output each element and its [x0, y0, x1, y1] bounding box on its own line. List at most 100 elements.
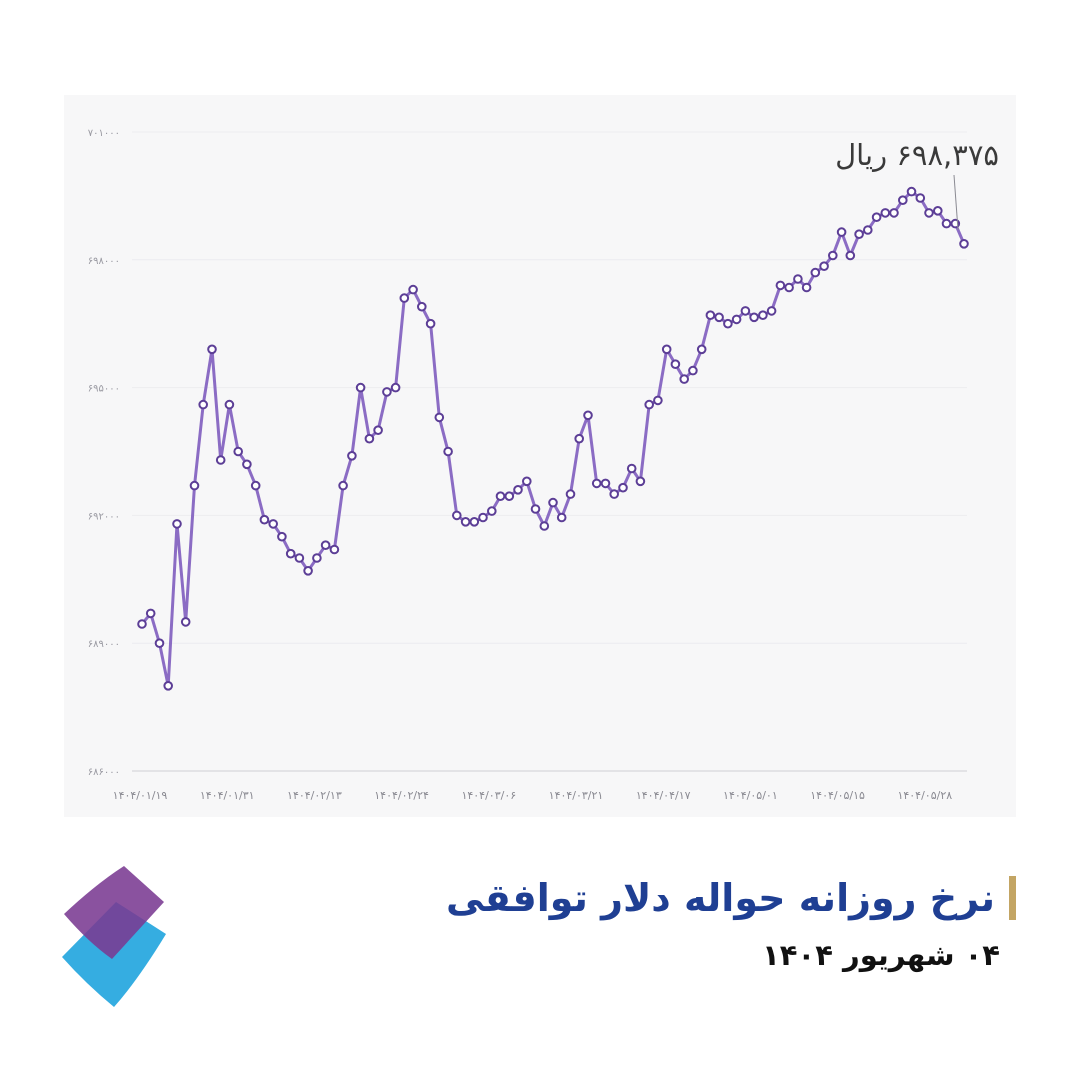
date-label: ۰۴ شهریور ۱۴۰۴ — [762, 938, 1000, 972]
data-point — [635, 476, 646, 487]
data-point — [819, 261, 829, 271]
data-point — [731, 314, 742, 325]
data-point — [941, 218, 952, 229]
data-point — [618, 482, 628, 493]
data-point — [793, 274, 803, 284]
y-tick-label: ۷۰۱۰۰۰ — [88, 128, 120, 139]
data-point — [172, 519, 182, 529]
y-tick-label: ۶۸۹۰۰۰ — [88, 639, 120, 650]
data-point — [591, 478, 602, 489]
data-point — [198, 399, 208, 410]
y-tick-label: ۶۸۶۰۰۰ — [88, 767, 120, 778]
latest-value-callout: ۶۹۸,۳۷۵ ریال — [835, 138, 999, 172]
data-point — [312, 553, 322, 563]
data-point — [390, 382, 401, 393]
data-point — [215, 455, 226, 465]
data-point — [670, 359, 681, 370]
data-point — [408, 284, 418, 295]
title-accent-bar — [1009, 876, 1016, 920]
data-point — [417, 301, 427, 312]
data-point — [338, 480, 348, 491]
data-point — [688, 365, 698, 376]
data-point — [513, 485, 523, 495]
data-point — [347, 451, 357, 461]
data-point — [443, 446, 453, 457]
data-point — [425, 318, 436, 329]
data-point — [224, 399, 235, 410]
data-point — [355, 382, 366, 393]
data-point — [495, 491, 506, 502]
data-point — [863, 225, 873, 235]
data-point — [854, 229, 864, 239]
data-point — [906, 186, 917, 197]
data-point — [145, 608, 156, 619]
data-point — [766, 306, 777, 316]
data-point — [600, 478, 611, 489]
data-point — [845, 250, 856, 261]
data-point — [889, 208, 899, 218]
data-point — [574, 433, 585, 444]
data-point — [705, 310, 716, 320]
data-point — [836, 227, 847, 237]
line-chart: ۶۸۶۰۰۰ ۶۸۹۰۰۰ ۶۹۲۰۰۰ ۶۹۵۰۰۰ ۶۹۸۰۰۰ ۷۰۱۰۰۰ ۱۴۰… — [88, 128, 999, 802]
chart-panel: ۶۸۶۰۰۰ ۶۸۹۰۰۰ ۶۹۲۰۰۰ ۶۹۵۰۰۰ ۶۹۸۰۰۰ ۷۰۱۰۰۰ ۱۴۰… — [64, 95, 1016, 817]
series-line — [140, 190, 966, 688]
data-point — [740, 306, 751, 316]
data-point — [530, 504, 541, 514]
logo-purple-shape — [64, 866, 164, 959]
data-point — [277, 531, 287, 542]
data-point — [871, 212, 882, 222]
y-tick-label: ۶۹۲۰۰۰ — [88, 511, 120, 522]
data-point — [548, 497, 558, 508]
data-point — [399, 293, 410, 303]
data-point — [478, 512, 488, 523]
data-point — [959, 239, 969, 249]
data-point — [828, 250, 838, 261]
data-point — [189, 480, 200, 491]
data-point — [504, 491, 515, 502]
data-point — [679, 374, 690, 384]
data-point — [303, 566, 313, 576]
data-point — [565, 489, 576, 499]
x-tick-label: ۱۴۰۴/۰۵/۲۸ — [897, 789, 952, 802]
data-point — [522, 476, 532, 487]
data-point — [626, 463, 637, 474]
data-point — [382, 387, 392, 397]
data-point — [539, 521, 550, 531]
data-point — [924, 208, 934, 218]
data-point — [749, 312, 759, 323]
data-point — [180, 617, 191, 627]
data-point — [373, 425, 383, 436]
data-point — [696, 344, 707, 355]
data-point — [487, 506, 497, 516]
data-point — [723, 318, 733, 329]
x-tick-label: ۱۴۰۴/۰۴/۱۷ — [636, 789, 691, 802]
data-point — [644, 399, 655, 410]
data-point — [469, 517, 480, 527]
x-tick-label: ۱۴۰۴/۰۱/۳۱ — [200, 789, 255, 802]
data-point — [758, 310, 768, 320]
data-point — [609, 489, 620, 499]
x-tick-label: ۱۴۰۴/۰۲/۱۳ — [287, 789, 342, 802]
data-point — [285, 548, 296, 559]
y-tick-label: ۶۹۸۰۰۰ — [88, 256, 120, 267]
data-point — [242, 459, 252, 470]
data-point — [329, 544, 340, 555]
title-row: نرخ روزانه حواله دلار توافقی — [376, 876, 1016, 920]
x-tick-label: ۱۴۰۴/۰۲/۲۴ — [374, 789, 429, 802]
data-point — [434, 412, 445, 423]
data-point — [653, 395, 663, 406]
data-point — [898, 195, 908, 205]
data-point — [714, 312, 724, 323]
data-point — [364, 433, 375, 444]
y-tick-label: ۶۹۵۰۰۰ — [88, 384, 120, 395]
data-point — [294, 553, 305, 563]
diamond-logo — [62, 866, 166, 1007]
x-tick-label: ۱۴۰۴/۰۳/۲۱ — [549, 789, 604, 802]
data-point — [452, 510, 462, 521]
data-point — [233, 446, 243, 457]
data-point — [154, 638, 165, 649]
data-point — [775, 280, 786, 291]
page-title: نرخ روزانه حواله دلار توافقی — [446, 876, 995, 920]
x-tick-label: ۱۴۰۴/۰۳/۰۶ — [461, 789, 516, 802]
